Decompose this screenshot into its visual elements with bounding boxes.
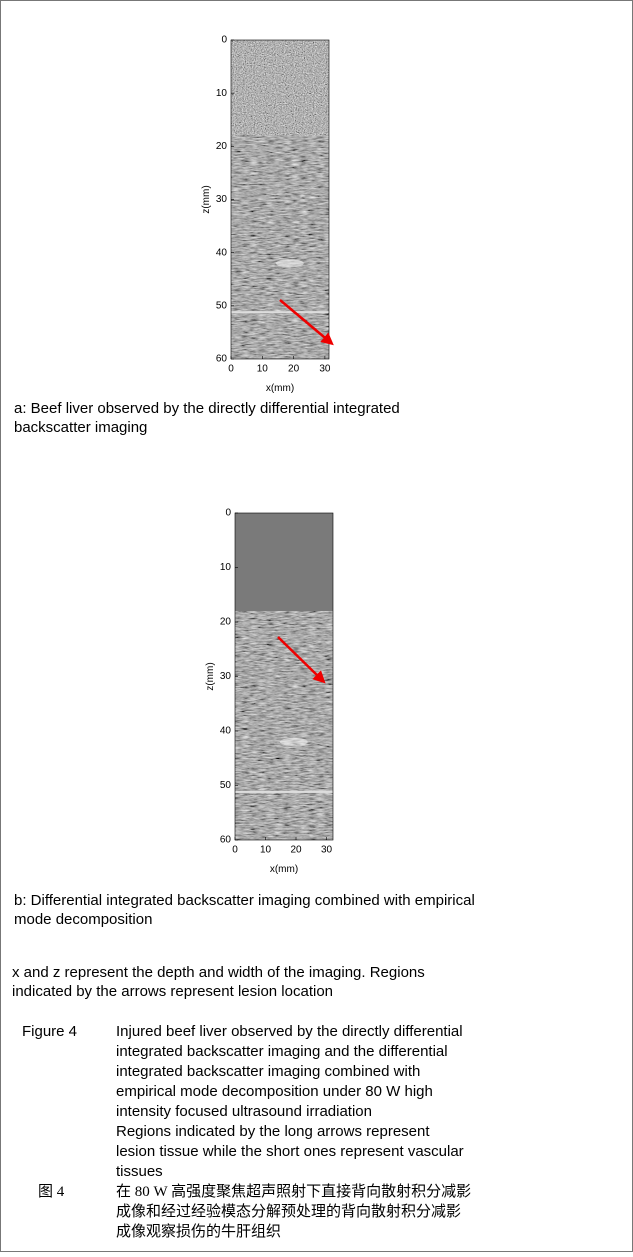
- y-tick-label: 30: [220, 671, 232, 682]
- image-speckle: [231, 40, 329, 136]
- lesion-spot: [276, 259, 304, 267]
- x-tick-label: 20: [290, 845, 302, 856]
- y-tick-label: 50: [216, 300, 228, 311]
- image-bright-band: [231, 311, 329, 313]
- y-tick-label: 20: [216, 141, 228, 152]
- figure-label: Figure 4: [22, 1023, 77, 1040]
- y-tick-label: 30: [216, 194, 228, 205]
- x-tick-label: 30: [319, 364, 331, 375]
- y-tick-label: 10: [220, 562, 232, 573]
- image-tissue: [235, 611, 333, 840]
- y-tick-label: 50: [220, 780, 232, 791]
- y-tick-label: 60: [220, 835, 232, 846]
- y-axis-label: z(mm): [205, 662, 216, 690]
- panel-caption: mode decomposition: [14, 911, 152, 928]
- figure-caption-line: intensity focused ultrasound irradiation: [116, 1103, 372, 1120]
- figure-caption-line: Injured beef liver observed by the direc…: [116, 1023, 463, 1040]
- figure-caption-line: integrated backscatter imaging combined …: [116, 1063, 420, 1080]
- y-tick-label: 40: [216, 247, 228, 258]
- x-axis-label: x(mm): [266, 383, 294, 394]
- figure-caption-line: lesion tissue while the short ones repre…: [116, 1143, 464, 1160]
- x-tick-label: 0: [228, 364, 234, 375]
- y-tick-label: 0: [221, 35, 227, 46]
- figure-caption-zh-line: 成像和经过经验模态分解预处理的背向散射积分减影: [116, 1203, 461, 1220]
- panel-caption: a: Beef liver observed by the directly d…: [14, 400, 400, 417]
- panel-caption: backscatter imaging: [14, 419, 147, 436]
- figure-caption-zh-line: 成像观察损伤的牛肝组织: [116, 1222, 281, 1240]
- figure-caption-line: integrated backscatter imaging and the d…: [116, 1043, 448, 1060]
- y-tick-label: 10: [216, 88, 228, 99]
- figure-label-zh: 图 4: [38, 1183, 65, 1200]
- image-bright-band: [235, 791, 333, 793]
- x-tick-label: 30: [321, 845, 333, 856]
- panel-caption: b: Differential integrated backscatter i…: [14, 892, 475, 909]
- x-tick-label: 20: [288, 364, 300, 375]
- x-tick-label: 10: [257, 364, 269, 375]
- figure-caption-line: empirical mode decomposition under 80 W …: [116, 1083, 433, 1100]
- y-tick-label: 60: [216, 354, 228, 365]
- page: 01020304050600102030x(mm)z(mm)a: Beef li…: [0, 0, 633, 1252]
- x-tick-label: 10: [260, 845, 272, 856]
- figure-caption-zh-line: 在 80 W 高强度聚焦超声照射下直接背向散射积分减影: [116, 1182, 471, 1200]
- y-tick-label: 20: [220, 617, 232, 628]
- image-tissue: [231, 136, 329, 359]
- note: indicated by the arrows represent lesion…: [12, 983, 333, 1000]
- figure-caption-line: tissues: [116, 1163, 163, 1180]
- y-tick-label: 40: [220, 726, 232, 737]
- y-tick-label: 0: [225, 508, 231, 519]
- note: x and z represent the depth and width of…: [12, 964, 425, 981]
- y-axis-label: z(mm): [201, 185, 212, 213]
- x-axis-label: x(mm): [270, 864, 298, 875]
- image-background: [235, 513, 333, 611]
- figure-caption-line: Regions indicated by the long arrows rep…: [116, 1123, 430, 1140]
- lesion-spot: [280, 738, 308, 746]
- x-tick-label: 0: [232, 845, 238, 856]
